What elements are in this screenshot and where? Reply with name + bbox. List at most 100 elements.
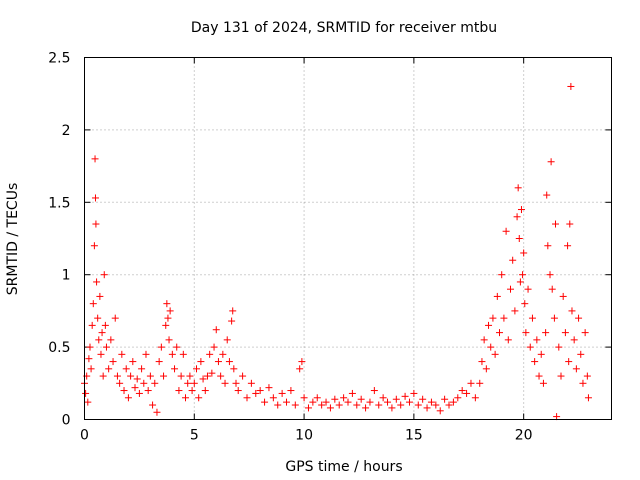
data-point — [177, 372, 185, 380]
data-point — [217, 372, 225, 380]
data-point — [531, 358, 539, 366]
data-point — [165, 336, 173, 344]
data-point — [375, 401, 383, 409]
data-point — [212, 326, 220, 334]
data-point — [555, 343, 563, 351]
x-tick-label: 0 — [80, 428, 89, 444]
x-tick-label: 15 — [405, 428, 423, 444]
data-point — [577, 350, 585, 358]
data-point — [550, 314, 558, 322]
axis-ticks — [84, 57, 612, 420]
data-point — [206, 350, 214, 358]
data-point — [86, 343, 94, 351]
data-point — [186, 372, 194, 380]
data-point — [489, 314, 497, 322]
data-point — [436, 407, 444, 415]
data-point — [309, 398, 317, 406]
data-point — [144, 387, 152, 395]
data-point — [397, 401, 405, 409]
data-point — [379, 394, 387, 402]
data-point — [171, 365, 179, 373]
data-point — [524, 285, 532, 293]
data-point — [102, 343, 110, 351]
data-point — [493, 292, 501, 300]
data-point — [366, 398, 374, 406]
data-point — [498, 271, 506, 279]
data-point — [502, 227, 510, 235]
data-point — [138, 365, 146, 373]
data-point — [153, 408, 161, 416]
data-point — [528, 314, 536, 322]
data-point — [274, 401, 282, 409]
data-point — [243, 394, 251, 402]
data-point — [214, 358, 222, 366]
data-point — [579, 379, 587, 387]
x-axis-label: GPS time / hours — [285, 459, 402, 475]
data-point — [537, 350, 545, 358]
data-point — [478, 358, 486, 366]
data-point — [232, 379, 240, 387]
data-point — [463, 389, 471, 397]
data-point — [535, 372, 543, 380]
y-tick-label: 0.5 — [48, 340, 70, 356]
data-point — [304, 404, 312, 412]
data-point — [570, 336, 578, 344]
data-point — [87, 365, 95, 373]
data-point — [553, 413, 561, 421]
data-point — [575, 314, 583, 322]
data-point — [331, 395, 339, 403]
data-point — [93, 278, 101, 286]
data-point — [120, 387, 128, 395]
data-point — [362, 404, 370, 412]
data-point — [454, 394, 462, 402]
data-point — [539, 379, 547, 387]
data-point — [118, 350, 126, 358]
y-tick-label: 2.5 — [48, 51, 70, 67]
data-point — [548, 285, 556, 293]
data-point — [522, 329, 530, 337]
y-tick-label: 1 — [62, 268, 71, 284]
data-point — [335, 401, 343, 409]
data-point — [160, 372, 168, 380]
data-point — [482, 365, 490, 373]
data-point — [221, 379, 229, 387]
data-point — [521, 300, 529, 308]
data-point — [566, 220, 574, 228]
data-point — [131, 384, 139, 392]
data-point — [188, 387, 196, 395]
data-point — [133, 375, 141, 383]
y-tick-label: 1.5 — [48, 195, 70, 211]
data-point — [513, 213, 521, 221]
data-point — [82, 389, 90, 397]
data-point — [296, 365, 304, 373]
data-point — [88, 321, 96, 329]
data-point — [247, 379, 255, 387]
data-point — [542, 329, 550, 337]
data-point — [190, 379, 198, 387]
data-point — [94, 314, 102, 322]
data-point — [419, 395, 427, 403]
data-point — [533, 336, 541, 344]
data-point — [151, 379, 159, 387]
data-point — [101, 321, 109, 329]
x-tick-label: 20 — [515, 428, 533, 444]
data-point — [287, 387, 295, 395]
data-point — [89, 300, 97, 308]
data-point — [445, 401, 453, 409]
data-point — [432, 401, 440, 409]
data-point — [84, 398, 92, 406]
data-point — [427, 398, 435, 406]
data-point — [229, 307, 237, 315]
data-point — [491, 350, 499, 358]
data-point — [90, 242, 98, 250]
data-point — [146, 372, 154, 380]
data-point — [283, 398, 291, 406]
data-point — [184, 379, 192, 387]
data-point — [410, 389, 418, 397]
data-point — [173, 343, 181, 351]
data-point — [322, 398, 330, 406]
data-point — [485, 321, 493, 329]
data-point — [265, 384, 273, 392]
data-point — [500, 314, 508, 322]
